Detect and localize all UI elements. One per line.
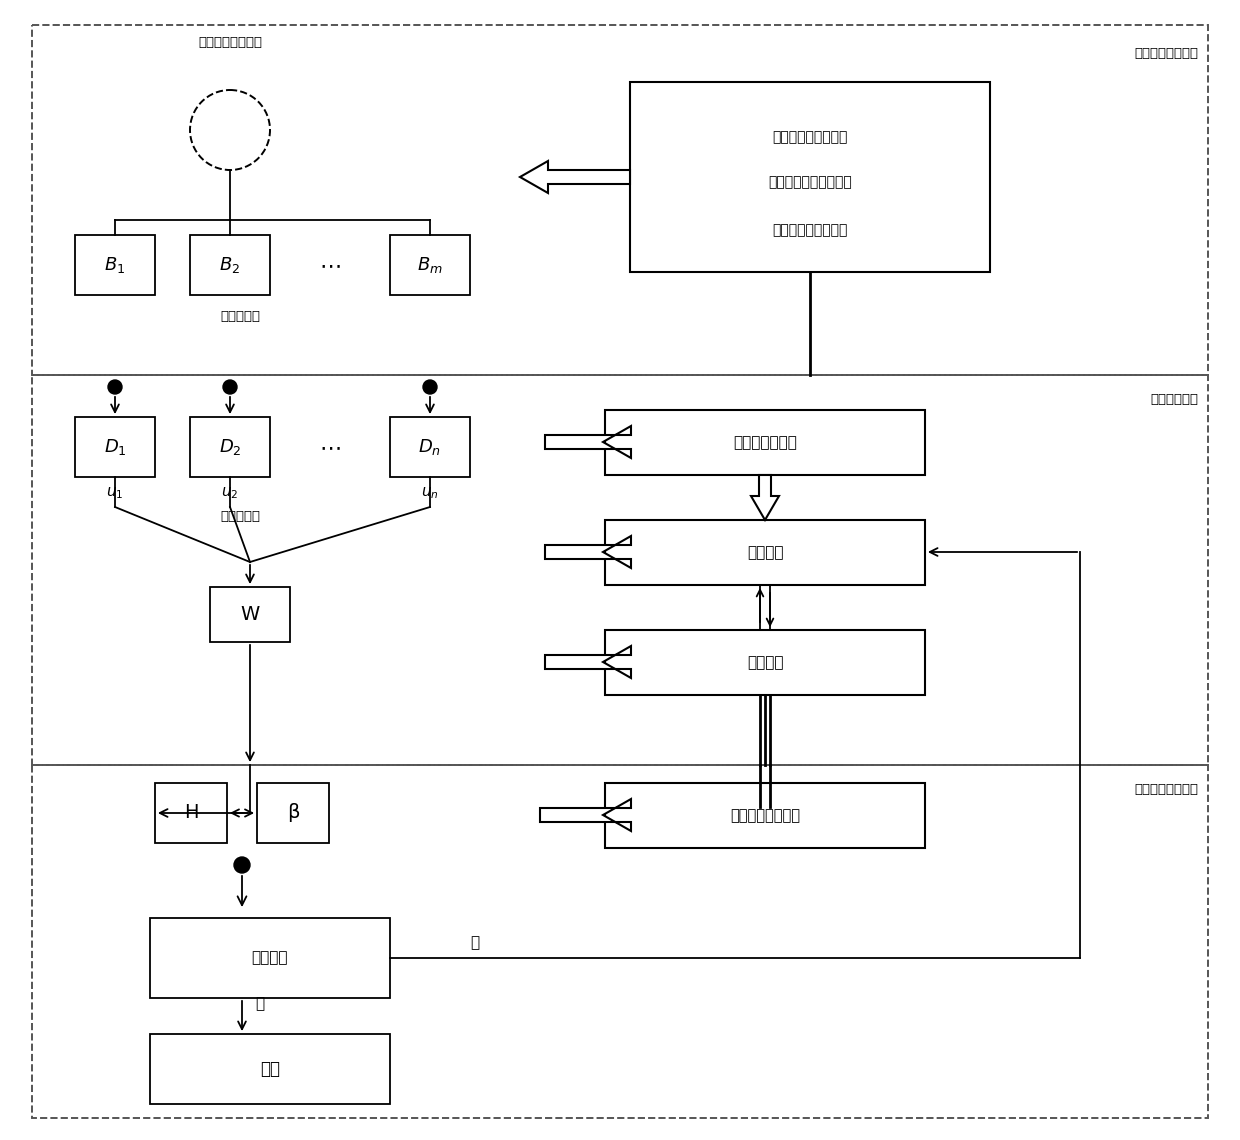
Text: 构建一个相同大小生成: 构建一个相同大小生成 bbox=[768, 176, 852, 189]
Text: $\cdots$: $\cdots$ bbox=[319, 255, 341, 275]
Bar bbox=[150, 1034, 391, 1104]
Text: H: H bbox=[184, 804, 198, 822]
Bar bbox=[630, 82, 990, 272]
Text: $D_2$: $D_2$ bbox=[218, 437, 242, 457]
Text: 合成网络构建: 合成网络构建 bbox=[1149, 393, 1198, 406]
Polygon shape bbox=[546, 536, 631, 568]
Bar bbox=[605, 410, 925, 475]
Bar bbox=[74, 417, 155, 477]
Text: $B_2$: $B_2$ bbox=[219, 255, 241, 275]
Circle shape bbox=[108, 380, 122, 394]
Text: $u_1$: $u_1$ bbox=[107, 486, 124, 500]
Polygon shape bbox=[539, 799, 631, 831]
Bar bbox=[605, 520, 925, 585]
Text: 是: 是 bbox=[470, 936, 480, 951]
Text: $D_n$: $D_n$ bbox=[418, 437, 441, 457]
Polygon shape bbox=[751, 475, 779, 520]
Circle shape bbox=[223, 380, 237, 394]
Polygon shape bbox=[520, 161, 630, 193]
Text: $u_n$: $u_n$ bbox=[422, 486, 439, 500]
Bar bbox=[150, 918, 391, 998]
Text: 合成节点: 合成节点 bbox=[746, 656, 784, 670]
Bar bbox=[391, 417, 470, 477]
Text: 否: 否 bbox=[255, 996, 264, 1011]
Polygon shape bbox=[546, 646, 631, 678]
Text: 初始模拟生物网络: 初始模拟生物网络 bbox=[198, 36, 262, 49]
Bar bbox=[210, 587, 290, 642]
Bar bbox=[32, 375, 1208, 765]
Text: $B_m$: $B_m$ bbox=[417, 255, 443, 275]
Text: $u_2$: $u_2$ bbox=[221, 486, 238, 500]
Bar bbox=[605, 783, 925, 848]
Bar bbox=[391, 235, 470, 295]
Text: 子网络节点: 子网络节点 bbox=[219, 511, 260, 523]
Circle shape bbox=[423, 380, 436, 394]
Bar bbox=[32, 765, 1208, 1118]
Polygon shape bbox=[546, 426, 631, 458]
Text: 数据输入和预处理: 数据输入和预处理 bbox=[1135, 47, 1198, 60]
Bar bbox=[190, 235, 270, 295]
Bar bbox=[32, 25, 1208, 375]
Text: W: W bbox=[241, 605, 259, 624]
Text: 子网络节点: 子网络节点 bbox=[219, 310, 260, 324]
Circle shape bbox=[234, 857, 250, 873]
Text: 局部模式节点分解: 局部模式节点分解 bbox=[730, 808, 800, 823]
Bar bbox=[190, 417, 270, 477]
Text: 通过子网络模拟网络: 通过子网络模拟网络 bbox=[773, 130, 848, 144]
Text: 输出: 输出 bbox=[260, 1060, 280, 1078]
Text: $D_1$: $D_1$ bbox=[104, 437, 126, 457]
Text: β: β bbox=[286, 804, 299, 822]
Text: 收敛判断: 收敛判断 bbox=[252, 951, 288, 966]
Text: 生成子网络节点: 生成子网络节点 bbox=[733, 435, 797, 450]
Bar bbox=[74, 235, 155, 295]
Ellipse shape bbox=[190, 90, 270, 170]
Bar bbox=[257, 783, 329, 842]
Bar bbox=[605, 630, 925, 695]
Text: 一系列样本聚类结果: 一系列样本聚类结果 bbox=[773, 223, 848, 237]
Bar bbox=[155, 783, 227, 842]
Text: $\cdots$: $\cdots$ bbox=[319, 437, 341, 457]
Text: 生成权重: 生成权重 bbox=[746, 545, 784, 560]
Text: $B_1$: $B_1$ bbox=[104, 255, 125, 275]
Text: 蛋白质复合体识别: 蛋白质复合体识别 bbox=[1135, 783, 1198, 796]
